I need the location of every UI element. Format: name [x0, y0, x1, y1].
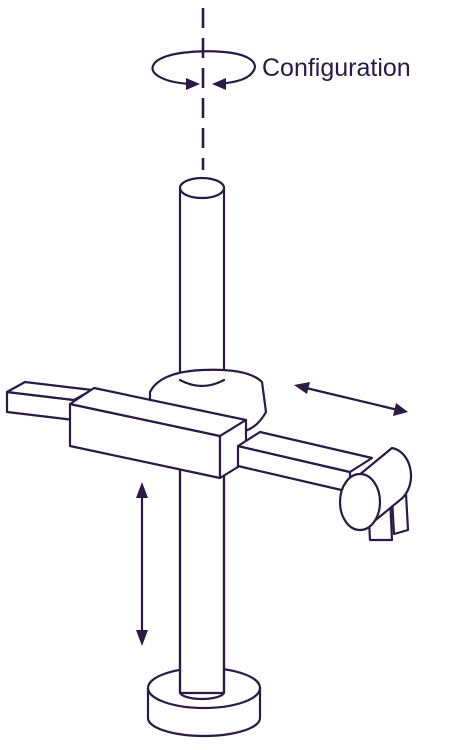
upper-column	[178, 176, 226, 390]
arm-back-stub	[5, 380, 94, 422]
configuration-label: Configuration	[262, 54, 411, 82]
vertical-motion-arrow-icon	[136, 482, 148, 646]
lower-column	[178, 453, 226, 701]
rotation-arrow-icon	[151, 50, 256, 90]
gripper	[338, 446, 413, 542]
horizontal-motion-arrow-icon	[294, 382, 408, 416]
arm-carriage	[68, 386, 248, 480]
